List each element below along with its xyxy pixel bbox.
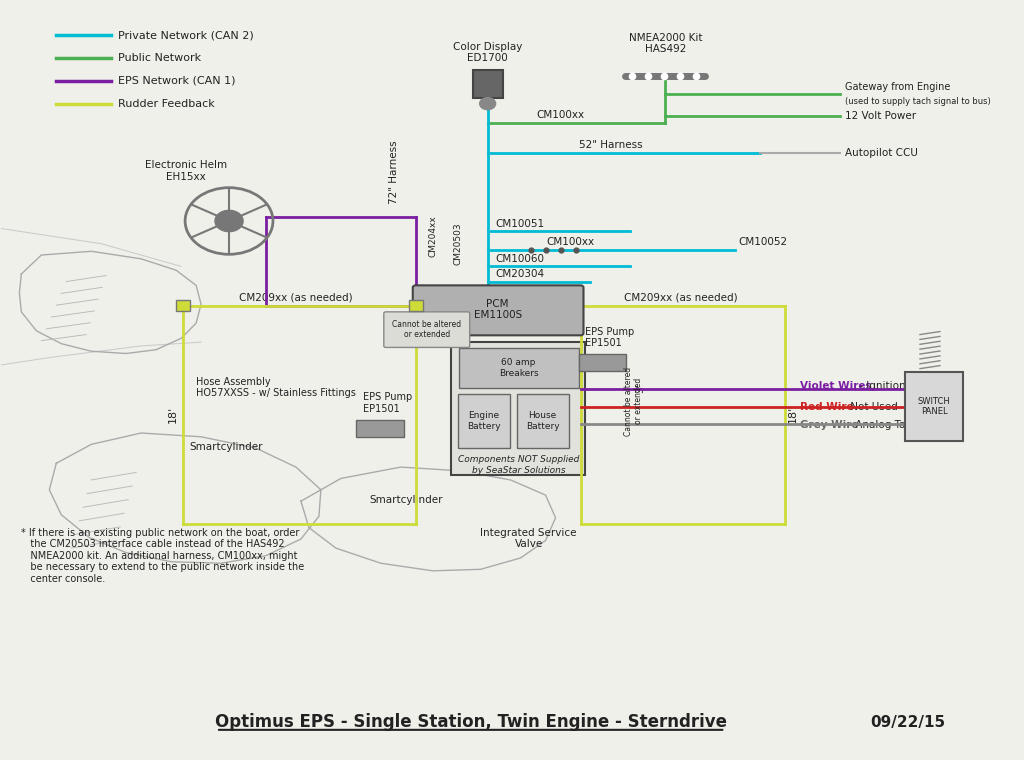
Text: Cannot be altered
or extended: Cannot be altered or extended [624, 366, 643, 435]
Text: CM20503: CM20503 [454, 223, 462, 265]
Text: Violet Wires: Violet Wires [800, 381, 871, 391]
Text: Rudder Feedback: Rudder Feedback [118, 99, 215, 109]
Text: CM209xx (as needed): CM209xx (as needed) [240, 293, 352, 302]
Bar [905, 372, 963, 441]
Text: Cannot be altered
or extended: Cannot be altered or extended [392, 319, 461, 339]
Text: House
Battery: House Battery [525, 411, 559, 431]
Text: - Ignition: - Ignition [856, 381, 905, 391]
Text: * If there is an existing public network on the boat, order
   the CM20503 inter: * If there is an existing public network… [22, 527, 304, 584]
Text: Electronic Helm
EH15xx: Electronic Helm EH15xx [145, 160, 227, 182]
Text: Autopilot CCU: Autopilot CCU [845, 148, 918, 158]
Text: 60 amp
Breakers: 60 amp Breakers [499, 358, 539, 378]
Bar [459, 348, 579, 388]
Text: 72" Harness: 72" Harness [389, 140, 398, 204]
Text: SWITCH
PANEL: SWITCH PANEL [918, 397, 950, 416]
Bar [473, 69, 503, 98]
Bar [356, 420, 403, 437]
Text: Color Display
ED1700: Color Display ED1700 [453, 42, 522, 64]
Bar [516, 394, 568, 448]
Text: Grey Wire: Grey Wire [800, 420, 859, 430]
Text: Optimus EPS - Single Station, Twin Engine - Sterndrive: Optimus EPS - Single Station, Twin Engin… [215, 714, 727, 731]
Text: 18': 18' [168, 405, 178, 423]
Text: - Analog Tach Input: - Analog Tach Input [845, 420, 948, 430]
FancyBboxPatch shape [413, 285, 584, 335]
Text: 52" Harness: 52" Harness [579, 140, 642, 150]
Text: PCM
EM1100S: PCM EM1100S [473, 299, 522, 321]
Text: EPS Pump
EP1501: EPS Pump EP1501 [362, 392, 412, 414]
Text: EPS Network (CAN 1): EPS Network (CAN 1) [118, 76, 236, 86]
Text: 3': 3' [421, 313, 431, 323]
Text: Public Network: Public Network [118, 53, 202, 63]
Text: CM209xx (as needed): CM209xx (as needed) [624, 293, 737, 302]
Text: NMEA2000 Kit
HAS492: NMEA2000 Kit HAS492 [629, 33, 702, 55]
Bar [579, 354, 627, 371]
Text: (used to supply tach signal to bus): (used to supply tach signal to bus) [845, 97, 991, 106]
Text: EPS Pump
EP1501: EPS Pump EP1501 [586, 327, 635, 348]
Text: CM10060: CM10060 [496, 254, 545, 264]
Text: CM204xx: CM204xx [428, 215, 437, 257]
Text: CM100xx: CM100xx [537, 110, 585, 120]
Bar [409, 300, 423, 311]
Text: - Not Used: - Not Used [840, 401, 898, 411]
Circle shape [215, 211, 243, 232]
Text: Smartcylinder: Smartcylinder [369, 495, 442, 505]
Text: Components NOT Supplied
by SeaStar Solutions: Components NOT Supplied by SeaStar Solut… [458, 455, 580, 474]
Text: Integrated Service
Valve: Integrated Service Valve [480, 527, 577, 549]
Bar [451, 342, 586, 475]
Text: Engine
Battery: Engine Battery [467, 411, 501, 431]
Text: CM10052: CM10052 [738, 237, 787, 248]
Text: Hose Assembly
HO57XXSS - w/ Stainless Fittings: Hose Assembly HO57XXSS - w/ Stainless Fi… [196, 377, 356, 398]
Bar [176, 300, 190, 311]
Text: 18': 18' [788, 405, 798, 423]
Bar [458, 394, 510, 448]
Text: Gateway from Engine: Gateway from Engine [845, 82, 950, 92]
Text: Smartcylinder: Smartcylinder [189, 442, 263, 452]
Text: 3': 3' [636, 382, 645, 393]
Text: 12 Volt Power: 12 Volt Power [845, 112, 916, 122]
Text: CM10051: CM10051 [496, 219, 545, 229]
Text: 09/22/15: 09/22/15 [870, 714, 945, 730]
Text: Red Wire: Red Wire [800, 401, 854, 411]
Circle shape [479, 97, 496, 109]
FancyBboxPatch shape [384, 312, 470, 347]
Text: Private Network (CAN 2): Private Network (CAN 2) [118, 30, 254, 40]
Text: CM20304: CM20304 [496, 269, 545, 279]
Text: CM100xx: CM100xx [547, 237, 595, 248]
